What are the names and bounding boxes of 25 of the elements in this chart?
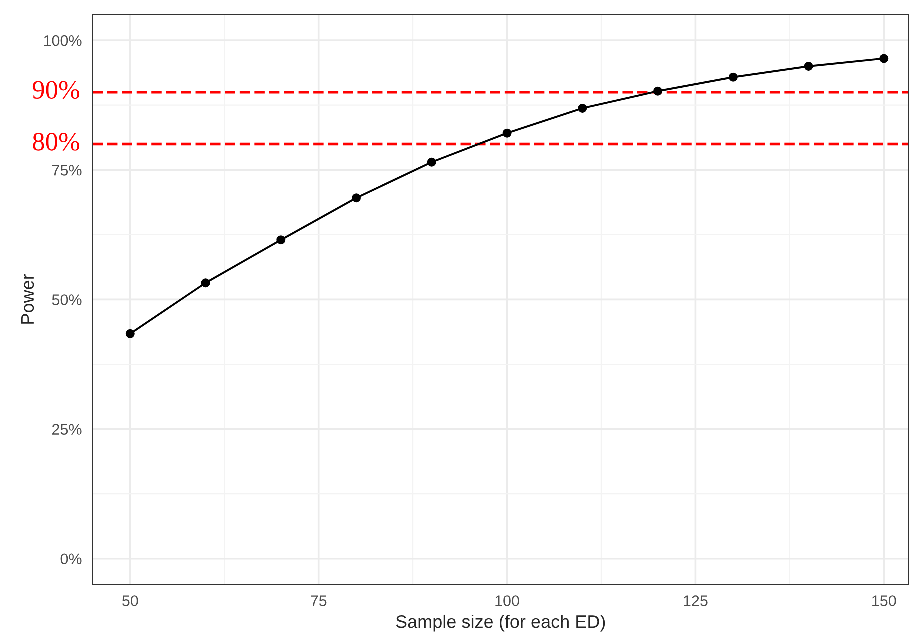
- point: [728, 72, 738, 82]
- y-tick-label: 25%: [52, 424, 82, 435]
- point: [352, 194, 362, 203]
- x-axis-title: Sample size (for each ED): [396, 614, 606, 632]
- y-tick-label: 100%: [44, 35, 82, 46]
- y-axis-title: Power: [22, 274, 34, 324]
- y-tick-label: 75%: [52, 165, 82, 176]
- point: [427, 158, 436, 167]
- x-tick-label: 150: [872, 596, 896, 606]
- y-tick-label: 50%: [52, 294, 82, 306]
- point: [578, 104, 588, 113]
- point: [126, 329, 135, 338]
- point: [880, 54, 889, 64]
- y-tick-label: 0%: [60, 554, 82, 565]
- ref-line-label: 80%: [33, 133, 80, 151]
- point: [276, 236, 286, 245]
- ref-line-label: 90%: [32, 81, 80, 100]
- x-tick-label: 75: [311, 596, 327, 606]
- point: [502, 128, 512, 138]
- point: [654, 86, 663, 96]
- point: [201, 278, 210, 288]
- point: [804, 62, 814, 71]
- x-tick-label: 50: [122, 596, 138, 606]
- x-tick-label: 125: [684, 596, 708, 606]
- x-tick-label: 100: [496, 596, 520, 606]
